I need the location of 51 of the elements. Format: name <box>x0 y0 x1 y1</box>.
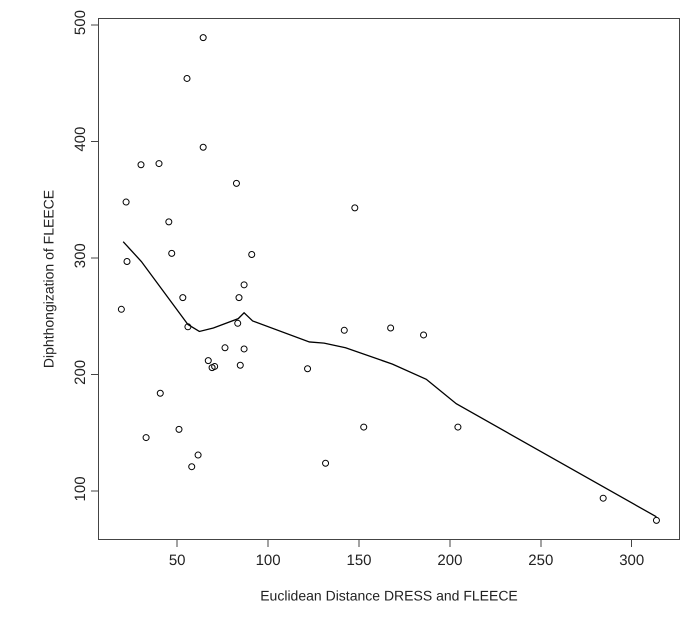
x-tick-label: 150 <box>346 552 372 569</box>
point <box>304 365 312 372</box>
point <box>351 204 358 212</box>
point <box>322 460 330 467</box>
point <box>165 218 172 226</box>
point <box>168 250 176 257</box>
point <box>156 160 162 168</box>
point <box>184 74 190 82</box>
x-tick-label: 200 <box>437 552 462 569</box>
point <box>240 345 248 352</box>
point <box>204 357 212 364</box>
point <box>208 364 216 372</box>
point <box>142 434 150 442</box>
y-tick-label: 300 <box>72 243 89 268</box>
point <box>340 326 348 334</box>
point <box>200 34 207 42</box>
point <box>194 452 202 459</box>
point <box>248 251 256 258</box>
point <box>652 516 660 524</box>
point <box>124 258 130 266</box>
point <box>234 320 242 327</box>
point <box>360 424 368 431</box>
point <box>240 281 248 288</box>
y-tick-label: 500 <box>72 10 89 36</box>
y-tick-label: 100 <box>72 476 89 502</box>
point <box>236 362 244 369</box>
point <box>184 323 192 330</box>
point <box>236 294 242 302</box>
point <box>122 198 130 206</box>
y-axis-title: Diphthongization of FLEECE <box>40 190 57 368</box>
point <box>118 306 125 313</box>
point <box>176 426 182 433</box>
point <box>138 161 144 168</box>
point <box>211 362 218 370</box>
x-tick-label: 300 <box>619 552 644 569</box>
x-axis-title: Euclidean Distance DRESS and FLEECE <box>260 587 518 604</box>
point <box>179 294 186 302</box>
y-tick-label: 400 <box>72 126 89 152</box>
point <box>387 324 394 332</box>
point <box>420 331 428 338</box>
x-tick-label: 50 <box>168 552 186 569</box>
point <box>232 180 240 187</box>
point <box>156 390 164 397</box>
point <box>454 424 462 431</box>
point <box>600 494 607 502</box>
point <box>188 463 196 470</box>
y-tick-label: 200 <box>72 360 89 385</box>
x-tick-label: 100 <box>256 552 281 569</box>
x-tick-label: 250 <box>528 552 554 569</box>
point <box>222 344 228 352</box>
point <box>200 144 207 151</box>
